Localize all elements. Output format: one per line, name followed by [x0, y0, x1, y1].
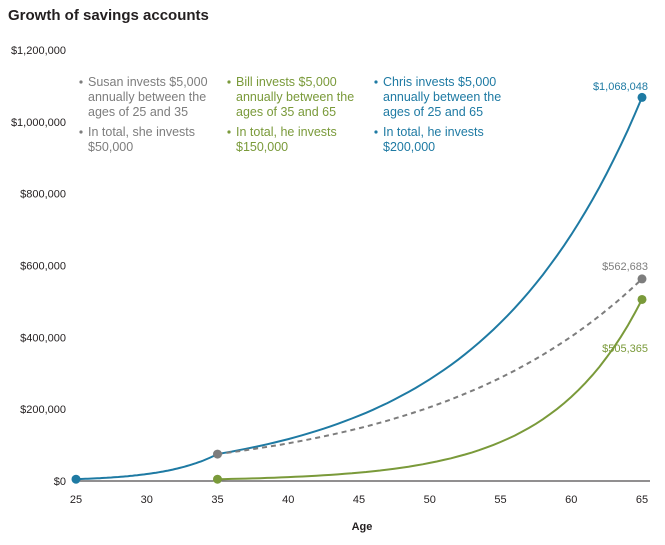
data-point: [637, 274, 647, 284]
end-value-label: $562,683: [602, 261, 648, 273]
data-point: [213, 474, 222, 484]
series-line: [217, 299, 643, 481]
annotation-line: $200,000: [383, 140, 435, 154]
x-axis-ticks: 25 30 35 40 45 50 55 60 65: [70, 494, 648, 506]
annotation-line: $150,000: [236, 140, 288, 154]
data-point: [637, 92, 647, 102]
x-tick-label: 65: [636, 494, 648, 506]
series-line: [217, 278, 643, 456]
annotation-bullet: [227, 80, 231, 84]
x-tick-label: 45: [353, 494, 365, 506]
y-tick-label: $0: [54, 476, 66, 488]
series-points: [71, 92, 647, 484]
annotation-line: ages of 25 and 35: [88, 105, 188, 119]
x-tick-label: 35: [211, 494, 223, 506]
data-point: [71, 474, 81, 484]
annotation-bullet: [227, 130, 231, 134]
annotation-line: annually between the: [383, 90, 501, 104]
y-tick-label: $400,000: [20, 332, 66, 344]
x-axis-label: Age: [352, 521, 373, 533]
annotation-line: Susan invests $5,000: [88, 75, 208, 89]
annotation-line: ages of 25 and 65: [383, 105, 483, 119]
annotation-line: annually between the: [236, 90, 354, 104]
x-tick-label: 50: [424, 494, 436, 506]
end-value-label: $1,068,048: [593, 81, 648, 93]
annotation-line: ages of 35 and 65: [236, 105, 336, 119]
x-tick-label: 25: [70, 494, 82, 506]
y-tick-label: $600,000: [20, 261, 66, 273]
annotation-bullet: [79, 80, 83, 84]
x-tick-label: 55: [494, 494, 506, 506]
annotation-line: In total, he invests: [383, 125, 484, 139]
series-line: [75, 453, 218, 481]
annotation-line: annually between the: [88, 90, 206, 104]
chart-title: Growth of savings accounts: [8, 7, 209, 24]
annotation-line: Bill invests $5,000: [236, 75, 337, 89]
annotation-line: $50,000: [88, 140, 133, 154]
y-axis-ticks: $1,200,000 $1,000,000 $800,000 $600,000 $400…: [11, 45, 66, 488]
x-tick-label: 40: [282, 494, 294, 506]
annotation-bullet: [374, 80, 378, 84]
x-tick-label: 30: [141, 494, 153, 506]
annotation-bullet: [79, 130, 83, 134]
annotation-line: Chris invests $5,000: [383, 75, 496, 89]
end-value-label: $505,365: [602, 343, 648, 355]
data-point: [637, 294, 647, 304]
annotation-line: In total, she invests: [88, 125, 195, 139]
y-tick-label: $800,000: [20, 189, 66, 201]
x-tick-label: 60: [565, 494, 577, 506]
end-value-labels: $1,068,048 $562,683 $505,365: [593, 81, 648, 355]
data-point: [213, 449, 222, 459]
series-lines: [75, 97, 643, 481]
annotation-line: In total, he invests: [236, 125, 337, 139]
y-tick-label: $1,200,000: [11, 45, 66, 57]
y-tick-label: $1,000,000: [11, 117, 66, 129]
series-line: [217, 97, 643, 456]
annotation-bullet: [374, 130, 378, 134]
y-tick-label: $200,000: [20, 404, 66, 416]
